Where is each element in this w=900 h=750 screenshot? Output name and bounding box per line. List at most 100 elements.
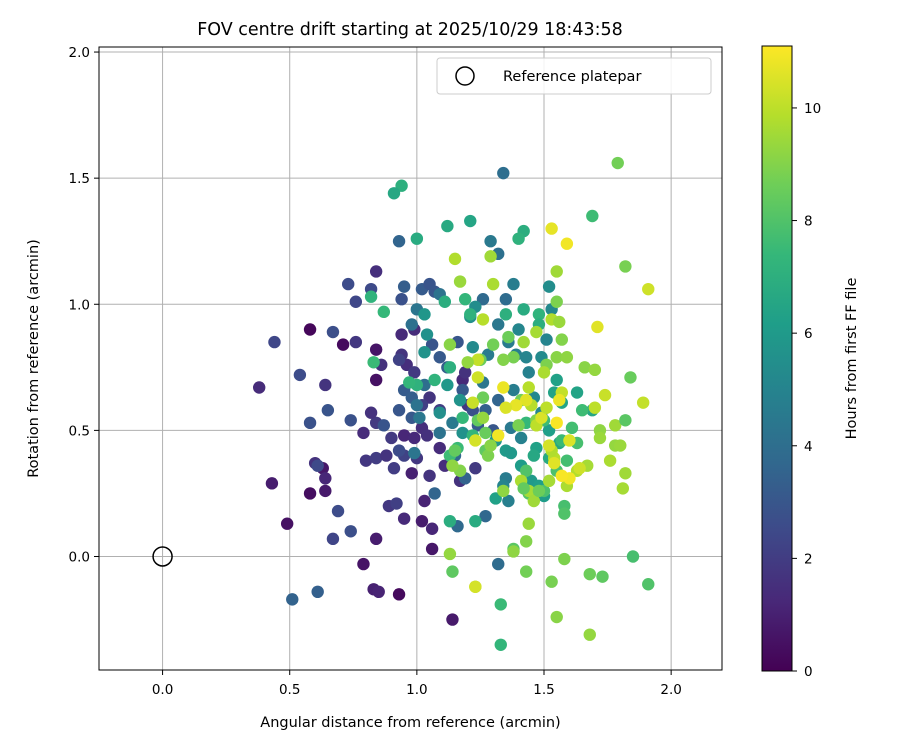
data-point <box>555 469 568 482</box>
data-point <box>492 557 505 571</box>
data-point <box>410 398 424 412</box>
data-point <box>469 514 482 528</box>
y-tick-label: 1.5 <box>69 171 90 187</box>
data-point <box>469 580 482 593</box>
data-point <box>522 381 535 394</box>
data-point <box>433 406 446 419</box>
data-point <box>486 338 500 351</box>
data-point <box>499 308 513 321</box>
data-point <box>357 557 370 571</box>
data-point <box>392 235 406 248</box>
data-point <box>504 446 518 460</box>
data-point <box>446 459 459 472</box>
data-point <box>456 411 469 424</box>
y-tick-label: 0.0 <box>69 549 90 565</box>
data-point <box>550 265 563 278</box>
data-point <box>456 383 469 397</box>
data-point <box>369 532 383 546</box>
data-point <box>438 295 452 308</box>
data-point <box>377 305 390 319</box>
data-point <box>377 419 390 432</box>
data-point <box>428 487 441 500</box>
data-point <box>359 454 373 467</box>
data-point <box>507 277 520 291</box>
data-point <box>428 373 441 387</box>
x-tick-label: 2.0 <box>660 682 681 698</box>
data-point <box>593 431 607 445</box>
data-point <box>469 434 482 447</box>
data-point <box>464 308 477 321</box>
y-tick-label: 2.0 <box>69 45 90 61</box>
data-point <box>336 338 350 351</box>
y-tick-label: 0.5 <box>69 423 90 439</box>
data-point <box>321 404 335 417</box>
data-point <box>494 638 507 651</box>
data-point <box>476 293 490 306</box>
reference-platepar-marker <box>152 546 173 567</box>
data-point <box>499 401 513 414</box>
data-point <box>403 376 416 389</box>
data-point <box>425 522 439 535</box>
data-point <box>532 484 546 498</box>
data-point <box>326 325 340 339</box>
data-point <box>520 393 533 407</box>
data-point <box>565 421 579 435</box>
data-point <box>466 396 479 409</box>
data-point <box>469 462 482 475</box>
data-point <box>395 179 408 192</box>
data-point <box>418 345 431 359</box>
data-point <box>395 293 408 306</box>
data-point <box>636 396 650 409</box>
data-point <box>520 464 533 477</box>
data-point <box>456 426 469 440</box>
data-point <box>453 393 467 407</box>
data-point <box>461 356 474 369</box>
x-tick-label: 1.5 <box>533 682 554 698</box>
data-point <box>517 303 530 316</box>
data-point <box>484 439 497 452</box>
data-point <box>596 570 609 583</box>
colorbar-tick-label: 6 <box>804 326 813 342</box>
data-point <box>603 454 617 467</box>
data-point <box>512 323 525 336</box>
data-point <box>560 351 574 364</box>
data-point <box>560 454 574 467</box>
data-point <box>286 593 299 606</box>
data-point <box>537 366 551 379</box>
data-point <box>446 565 459 578</box>
data-point <box>507 545 520 558</box>
data-point <box>293 368 307 382</box>
data-point <box>369 343 383 356</box>
colorbar-tick-label: 4 <box>804 439 813 455</box>
data-point <box>319 378 332 392</box>
data-point <box>550 373 563 387</box>
data-point <box>563 434 576 447</box>
data-point <box>415 514 429 528</box>
data-point <box>535 411 548 424</box>
data-point <box>392 353 406 366</box>
data-point <box>405 467 418 480</box>
data-point <box>492 393 505 407</box>
data-point <box>433 426 446 440</box>
data-point <box>520 565 533 578</box>
data-point <box>481 449 495 462</box>
data-point <box>392 444 406 457</box>
data-point <box>471 371 485 384</box>
data-point <box>553 393 566 407</box>
data-point <box>397 280 411 293</box>
data-point <box>494 598 507 611</box>
data-point <box>542 280 556 293</box>
data-point <box>489 492 502 505</box>
data-points <box>253 156 655 651</box>
data-point <box>397 512 411 525</box>
y-axis-ticks: 0.0 0.5 1.0 1.5 2.0 <box>69 45 99 565</box>
data-point <box>446 613 459 626</box>
data-point <box>484 250 497 263</box>
data-point <box>387 187 401 200</box>
colorbar: 0 2 4 6 8 10 Hours from first FF file <box>761 45 860 680</box>
data-point <box>492 429 505 442</box>
data-point <box>479 509 492 523</box>
data-point <box>578 361 591 374</box>
data-point <box>507 383 520 397</box>
x-axis-ticks: 0.0 0.5 1.0 1.5 2.0 <box>152 670 682 698</box>
